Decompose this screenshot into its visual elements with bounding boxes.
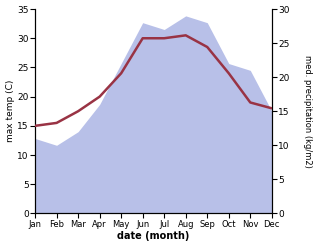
Y-axis label: med. precipitation (kg/m2): med. precipitation (kg/m2) — [303, 55, 313, 168]
X-axis label: date (month): date (month) — [117, 231, 190, 242]
Y-axis label: max temp (C): max temp (C) — [5, 80, 15, 143]
